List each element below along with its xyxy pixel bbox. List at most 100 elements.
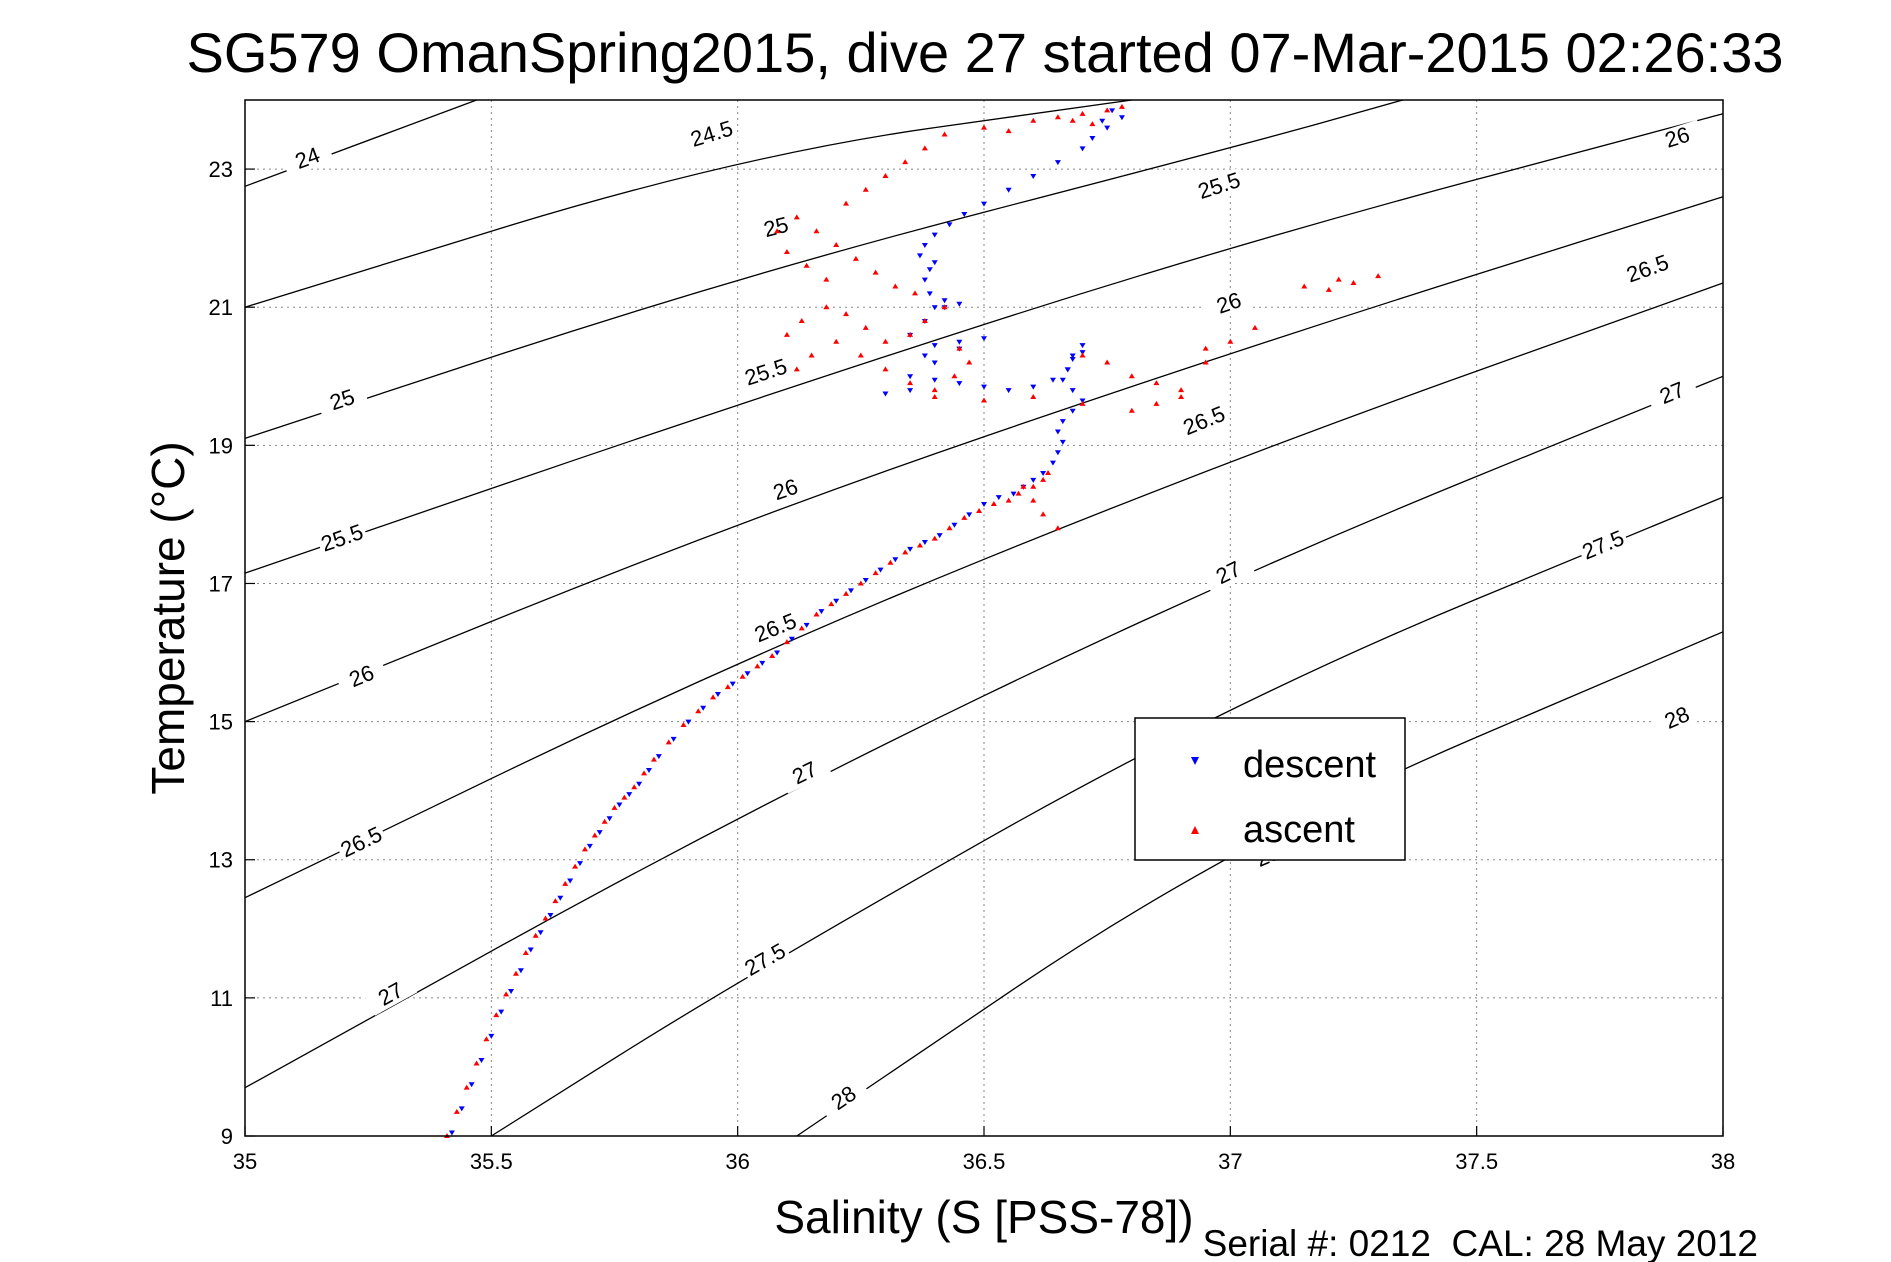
x-tick-label: 36.5 (963, 1149, 1006, 1174)
contour-label-bg (335, 821, 388, 863)
contour-label-bg (817, 1075, 870, 1121)
y-axis-label: Temperature (°C) (142, 441, 194, 794)
ascent-point (650, 756, 657, 762)
ascent-point (941, 131, 948, 137)
ascent-point (483, 1036, 490, 1042)
ascent-point (833, 338, 840, 344)
ascent-point (1128, 373, 1135, 379)
contour-label-bg (335, 657, 389, 696)
ascent-point (473, 1060, 480, 1066)
contour-line (244, 196, 1724, 723)
ascent-point (1054, 114, 1061, 120)
descent-point (936, 533, 943, 539)
contour-label-bg (315, 520, 369, 557)
descent-point (685, 719, 692, 725)
descent-point (981, 336, 987, 342)
contour-label: 24.5 (688, 115, 736, 151)
contour-label: 25.5 (1195, 167, 1243, 204)
ascent-point (961, 514, 968, 520)
ascent-point (1020, 483, 1027, 489)
ascent-point (1335, 276, 1342, 282)
contour-label-bg (1202, 285, 1256, 322)
y-tick-label: 9 (221, 1124, 233, 1149)
contour-label-bg (739, 354, 793, 391)
descent-point (907, 388, 914, 394)
ascent-point (1153, 400, 1160, 406)
descent-point (508, 988, 515, 994)
ascent-point (1015, 490, 1022, 496)
contour-line (244, 99, 1132, 308)
x-tick-label: 35 (233, 1149, 257, 1174)
ascent-point (621, 794, 628, 800)
contour-label-bg (364, 973, 418, 1016)
descent-point (498, 1009, 505, 1015)
legend-descent-label: descent (1243, 744, 1377, 786)
descent-point (1030, 173, 1037, 179)
ascent-point (769, 652, 776, 658)
descent-point (567, 878, 574, 884)
contour-line (244, 99, 477, 187)
descent-point (1089, 135, 1096, 141)
x-tick-label: 37.5 (1455, 1149, 1498, 1174)
descent-point (907, 546, 914, 552)
descent-point (577, 861, 584, 867)
ascent-point (783, 248, 790, 254)
contour-line (244, 282, 1724, 899)
ascent-point (572, 863, 579, 869)
ascent-point (532, 932, 539, 938)
ascent-point (1005, 128, 1012, 134)
descent-point (921, 353, 928, 359)
descent-point (833, 598, 840, 604)
ascent-point (611, 804, 618, 810)
descent-point (448, 1130, 455, 1136)
y-tick-label: 17 (209, 571, 233, 596)
descent-point (931, 343, 938, 349)
ascent-point (921, 318, 928, 324)
descent-point (981, 201, 987, 207)
ascent-point (916, 542, 923, 548)
descent-point (636, 781, 643, 787)
ascent-point (843, 311, 850, 317)
descent-point (626, 792, 633, 798)
descent-series (448, 108, 1125, 1136)
ascent-point (1118, 103, 1125, 109)
contour-label-bg (1177, 401, 1231, 441)
descent-point (729, 681, 736, 687)
ascent-point (552, 898, 559, 904)
descent-point (1099, 118, 1106, 124)
descent-point (645, 767, 652, 773)
ascent-point (665, 739, 672, 745)
ascent-point (463, 1084, 470, 1090)
descent-point (1104, 125, 1111, 131)
ascent-point (852, 255, 859, 261)
descent-point (468, 1082, 475, 1088)
contour-label: 25.5 (318, 519, 367, 557)
ascent-point (931, 535, 938, 541)
contour-label-bg (1645, 374, 1699, 413)
descent-point (1079, 343, 1086, 349)
contour-label: 27.5 (1578, 525, 1627, 564)
descent-point (956, 301, 963, 307)
ascent-point (724, 684, 731, 690)
contour-line (490, 496, 1724, 1137)
ascent-point (798, 318, 805, 324)
ascent-point (843, 200, 850, 206)
ascent-point (823, 304, 830, 310)
descent-point (1054, 160, 1061, 166)
descent-point (877, 567, 884, 573)
descent-point (931, 305, 938, 311)
ascent-point (981, 397, 987, 403)
descent-point (1059, 439, 1066, 445)
y-tick-label: 11 (210, 986, 233, 1011)
chart-title: SG579 OmanSpring2015, dive 27 started 07… (186, 21, 1783, 84)
descent-point (956, 339, 963, 345)
descent-point (517, 968, 524, 974)
ascent-point (1079, 352, 1086, 358)
descent-point (774, 650, 781, 656)
contour-label-bg (759, 471, 812, 509)
ascent-point (833, 242, 840, 248)
descent-point (537, 930, 544, 936)
ascent-point (882, 338, 889, 344)
ascent-point (591, 832, 598, 838)
